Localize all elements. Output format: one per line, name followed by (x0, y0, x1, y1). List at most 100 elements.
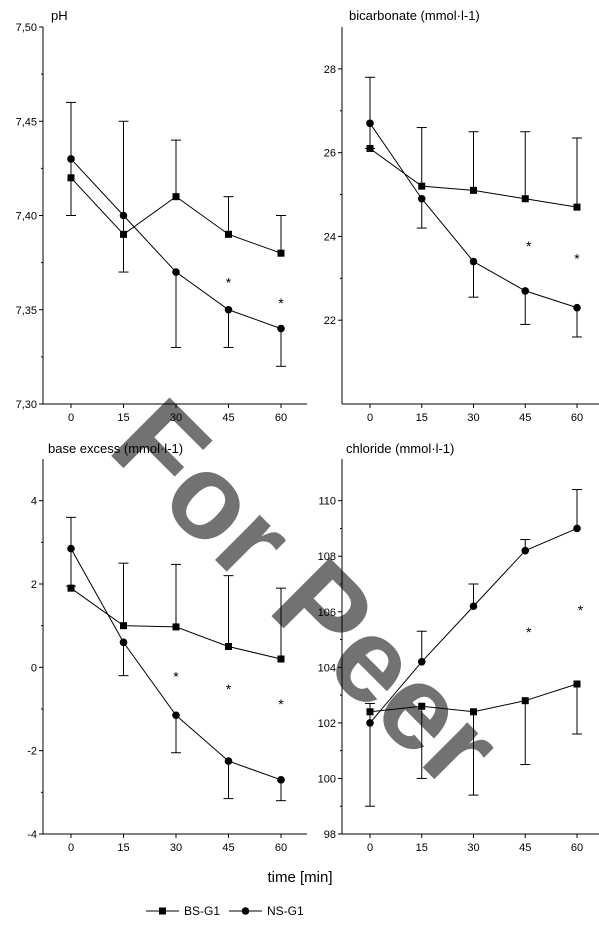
chart-panels: pH7,307,357,407,457,500 15 30 45 60**bicarbo… (16, 8, 599, 854)
panel-title: chloride (mmol·l-1) (346, 441, 454, 456)
x-tick-label: 30 (467, 412, 479, 424)
y-tick-label: 108 (318, 551, 336, 563)
y-tick-label: 100 (318, 773, 336, 785)
data-point-circle (417, 194, 426, 203)
data-point-circle (521, 546, 530, 555)
x-tick-label: 15 (416, 412, 428, 424)
legend-label: NS-G1 (267, 904, 304, 918)
significance-marker: * (578, 602, 584, 618)
x-tick-label: 0 (68, 842, 74, 854)
x-tick-label: 30 (170, 412, 182, 424)
x-tick-label: 15 (117, 842, 129, 854)
x-tick-label: 60 (571, 412, 583, 424)
data-point-square (120, 622, 127, 630)
x-tick-label: 0 (367, 412, 373, 424)
x-tick-label: 15 (117, 412, 129, 424)
panel-title: base excess (mmol·l-1) (48, 441, 183, 456)
data-point-circle (119, 211, 128, 220)
x-tick-label: 0 (367, 842, 373, 854)
data-point-circle (172, 711, 180, 720)
x-tick-label: 45 (222, 412, 234, 424)
data-point-square (470, 708, 477, 716)
data-point-square (277, 249, 285, 257)
data-point-circle (172, 268, 180, 276)
data-point-square (418, 182, 426, 190)
significance-marker: * (278, 295, 284, 311)
legend: BS-G1 NS-G1 (146, 904, 304, 918)
data-point-circle (521, 287, 530, 295)
data-point-circle (469, 257, 478, 266)
x-tick-label: 45 (519, 842, 531, 854)
x-axis-title: time [min] (267, 869, 332, 886)
data-point-circle (277, 776, 285, 784)
significance-marker: * (226, 274, 232, 290)
panel-title: bicarbonate (mmol·l-1) (349, 8, 480, 23)
data-point-square (521, 195, 529, 203)
series-BS-G1 (366, 127, 582, 211)
legend-label: BS-G1 (184, 904, 220, 918)
x-tick-label: 30 (170, 842, 182, 854)
data-point-circle (67, 544, 75, 553)
data-point-circle (366, 719, 374, 727)
data-point-square (172, 623, 180, 631)
series-BS-G1 (67, 120, 286, 257)
y-tick-label: 7,35 (16, 305, 37, 317)
data-point-circle (469, 602, 478, 611)
x-tick-label: 45 (519, 412, 531, 424)
series-NS-G1 (365, 489, 582, 807)
y-tick-label: 7,40 (16, 211, 37, 223)
data-point-square (172, 193, 180, 201)
y-tick-label: 98 (324, 829, 336, 841)
significance-marker: * (278, 696, 284, 712)
x-tick-label: 60 (275, 842, 287, 854)
y-tick-label: 24 (324, 231, 336, 243)
data-point-square (225, 230, 232, 238)
y-tick-label: 7,30 (16, 399, 37, 411)
panel-title: pH (51, 8, 68, 23)
chart-panel-2: base excess (mmol·l-1) -4 -2 0 2 4 0 15 30 45 60 * *… (27, 441, 307, 854)
data-point-square (225, 643, 232, 650)
data-point-square (418, 702, 426, 710)
data-point-square (521, 697, 529, 705)
data-point-circle (119, 638, 128, 647)
y-tick-label: 7,50 (16, 22, 37, 34)
legend-item: BS-G1 (146, 904, 220, 918)
y-tick-label: 7,45 (16, 116, 37, 128)
data-point-circle (224, 757, 233, 765)
y-tick-label: 104 (318, 662, 336, 674)
data-point-square (67, 584, 75, 592)
series-NS-G1 (365, 76, 582, 338)
chart-panel-0: pH 7,30 7,35 7,40 7,45 7,50 0 15 30 45 60 * * (16, 8, 307, 424)
x-tick-label: 15 (416, 842, 428, 854)
watermark: For Peer (87, 374, 526, 813)
significance-marker: * (173, 669, 179, 685)
legend-marker-square (159, 907, 166, 915)
y-tick-label: 106 (318, 607, 336, 619)
significance-marker: * (526, 624, 532, 640)
y-tick-label: 102 (318, 718, 336, 730)
significance-marker: * (226, 681, 232, 697)
y-tick-label: 110 (318, 496, 336, 508)
y-tick-label: 0 (31, 662, 37, 674)
y-tick-label: 26 (324, 148, 336, 160)
y-tick-label: 22 (324, 315, 336, 327)
y-tick-label: 28 (324, 64, 336, 76)
data-point-circle (573, 303, 581, 312)
data-point-circle (277, 324, 285, 333)
x-tick-label: 30 (467, 842, 479, 854)
x-tick-label: 0 (68, 412, 74, 424)
y-tick-label: -2 (27, 746, 37, 758)
x-tick-label: 60 (571, 842, 583, 854)
data-point-square (573, 203, 581, 211)
significance-marker: * (574, 250, 580, 266)
data-point-square (573, 680, 581, 688)
chart-panel-1: bicarbonate (mmol·l-1) 22 24 26 28 0 15 30 45 60 *… (324, 8, 599, 424)
data-point-circle (573, 524, 581, 533)
series-BS-G1 (67, 562, 286, 663)
y-tick-label: 4 (31, 496, 37, 508)
legend-marker-circle (241, 907, 250, 915)
chart-panel-3: chloride (mmol·l-1) 98 100 102 104 106 108 110 0… (318, 441, 599, 854)
data-point-circle (366, 119, 374, 128)
legend-item: NS-G1 (229, 904, 304, 918)
